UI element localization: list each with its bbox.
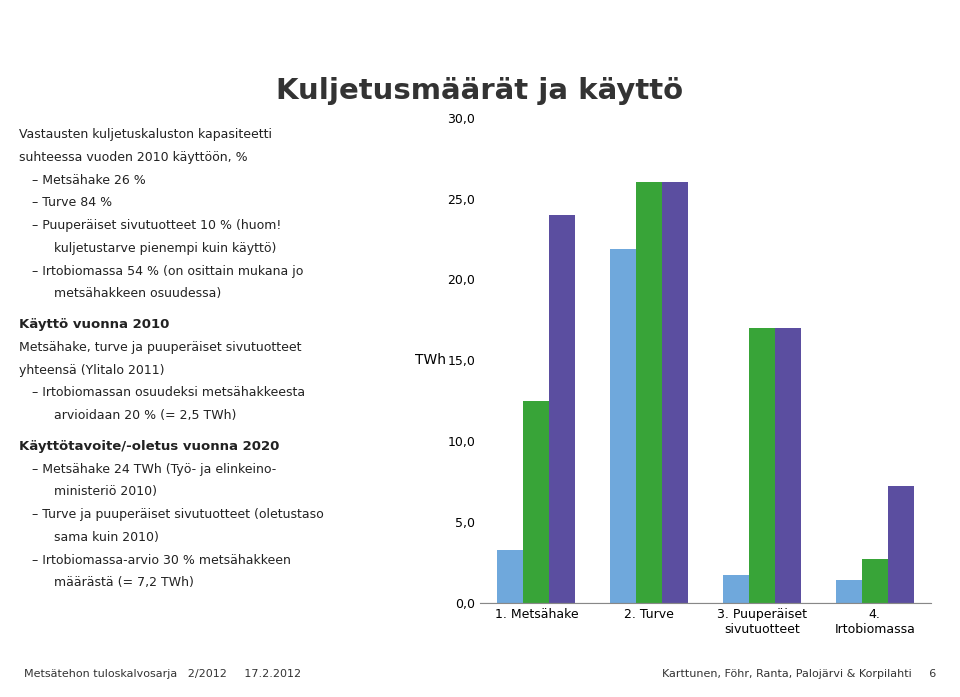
Text: Karttunen, Föhr, Ranta, Palojärvi & Korpilahti     6: Karttunen, Föhr, Ranta, Palojärvi & Korp… <box>661 669 936 680</box>
Text: yhteensä (Ylitalo 2011): yhteensä (Ylitalo 2011) <box>19 364 165 376</box>
Text: – Turve 84 %: – Turve 84 % <box>33 197 112 209</box>
Text: Metsätehon tuloskalvosarja   2/2012     17.2.2012: Metsätehon tuloskalvosarja 2/2012 17.2.2… <box>24 669 301 680</box>
Text: – Turve ja puuperäiset sivutuotteet (oletustaso: – Turve ja puuperäiset sivutuotteet (ole… <box>33 508 324 521</box>
Text: – Irtobiomassa-arvio 30 % metsähakkeen: – Irtobiomassa-arvio 30 % metsähakkeen <box>33 553 291 567</box>
Bar <box>636 183 662 603</box>
Text: kuljetustarve pienempi kuin käyttö): kuljetustarve pienempi kuin käyttö) <box>46 242 276 255</box>
Text: – Metsähake 24 TWh (Työ- ja elinkeino-: – Metsähake 24 TWh (Työ- ja elinkeino- <box>33 463 276 475</box>
Y-axis label: TWh: TWh <box>415 353 446 367</box>
Text: www.metsateho.fi: www.metsateho.fi <box>829 20 936 32</box>
Text: Kuljetusmäärät ja käyttö: Kuljetusmäärät ja käyttö <box>276 77 684 105</box>
Bar <box>523 401 549 603</box>
Text: – Puuperäiset sivutuotteet 10 % (huom!: – Puuperäiset sivutuotteet 10 % (huom! <box>33 219 282 232</box>
Text: – Irtobiomassan osuudeksi metsähakkeesta: – Irtobiomassan osuudeksi metsähakkeesta <box>33 386 305 399</box>
Text: metsähakkeen osuudessa): metsähakkeen osuudessa) <box>46 287 221 300</box>
Bar <box>775 328 801 603</box>
Text: arvioidaan 20 % (= 2,5 TWh): arvioidaan 20 % (= 2,5 TWh) <box>46 409 236 422</box>
Bar <box>862 559 888 603</box>
Text: Käyttö vuonna 2010: Käyttö vuonna 2010 <box>19 318 170 331</box>
Bar <box>497 549 523 603</box>
Text: Vastausten kuljetuskaluston kapasiteetti: Vastausten kuljetuskaluston kapasiteetti <box>19 128 273 141</box>
Text: – Irtobiomassa 54 % (on osittain mukana jo: – Irtobiomassa 54 % (on osittain mukana … <box>33 265 303 277</box>
Text: Metsäteho: Metsäteho <box>40 16 157 36</box>
Bar <box>749 328 775 603</box>
Bar <box>662 183 688 603</box>
Text: suhteessa vuoden 2010 käyttöön, %: suhteessa vuoden 2010 käyttöön, % <box>19 151 248 164</box>
Text: Metsähake, turve ja puuperäiset sivutuotteet: Metsähake, turve ja puuperäiset sivutuot… <box>19 341 301 354</box>
Bar <box>836 581 862 603</box>
Text: määrästä (= 7,2 TWh): määrästä (= 7,2 TWh) <box>46 576 194 590</box>
Bar <box>549 215 575 603</box>
Text: – Metsähake 26 %: – Metsähake 26 % <box>33 174 146 187</box>
Text: ministeriö 2010): ministeriö 2010) <box>46 485 156 498</box>
Bar <box>611 249 636 603</box>
Bar <box>888 487 914 603</box>
Text: Käyttötavoite/-oletus vuonna 2020: Käyttötavoite/-oletus vuonna 2020 <box>19 440 279 453</box>
Polygon shape <box>19 4 38 47</box>
Text: sama kuin 2010): sama kuin 2010) <box>46 531 158 544</box>
Bar <box>723 576 749 603</box>
